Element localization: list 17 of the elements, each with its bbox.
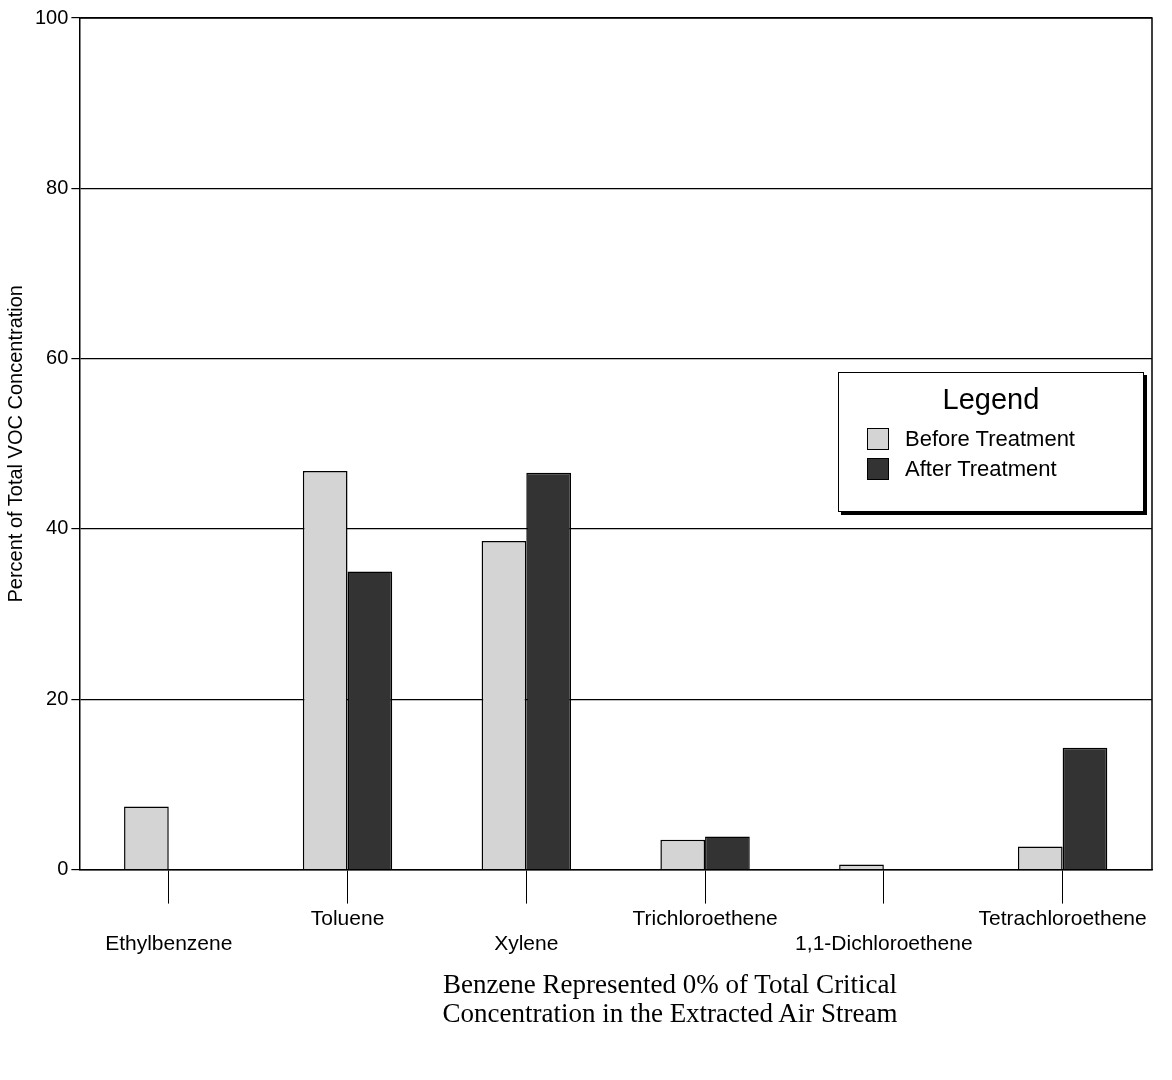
y-tick-label: 20 xyxy=(46,686,69,709)
x-tick-label: Ethylbenzene xyxy=(105,931,233,955)
y-tick-label: 60 xyxy=(46,346,69,369)
x-tick-label: Toluene xyxy=(310,906,385,929)
x-tick-label: Tetrachloroethene xyxy=(978,906,1147,929)
y-tick-label: 80 xyxy=(46,175,69,198)
y-tick-label: 100 xyxy=(34,5,69,28)
y-axis-title: Percent of Total VOC Concentration xyxy=(3,285,26,603)
text: Benzene Represented 0% of Total Critical Concentration in the Extracted Air Stream xyxy=(441,969,899,1028)
y-tick-label: 40 xyxy=(46,516,69,539)
legend-title: Legend xyxy=(941,383,1041,416)
x-tick-label: Xylene xyxy=(494,931,559,955)
legend-label: After Treatment xyxy=(905,456,1057,482)
y-tick-label: 0 xyxy=(57,857,69,880)
legend-label: Before Treatment xyxy=(905,426,1075,452)
x-tick-label: Trichloroethene xyxy=(632,906,778,929)
x-tick-label: 1,1-Dichloroethene xyxy=(795,931,973,955)
